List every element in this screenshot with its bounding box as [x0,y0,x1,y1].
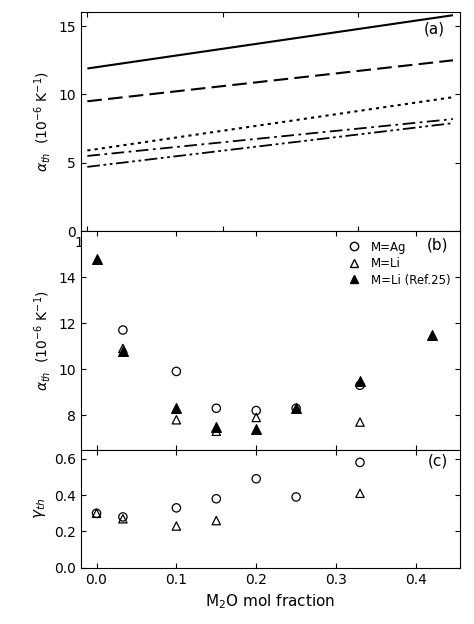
Point [173,521,180,531]
Point [212,494,220,504]
X-axis label: M$_2$O mol fraction: M$_2$O mol fraction [205,592,335,611]
Point [212,422,220,432]
Point [173,503,180,513]
Legend: M=Ag, M=Li, M=Li (Ref.25): M=Ag, M=Li, M=Li (Ref.25) [339,237,454,290]
Point [119,346,127,356]
Point [356,417,364,427]
Point [119,512,127,522]
Y-axis label: $\gamma_{th}$: $\gamma_{th}$ [32,498,48,519]
X-axis label: T (K): T (K) [252,260,288,275]
Text: (c): (c) [428,453,448,468]
Point [292,492,300,502]
Point [93,509,100,519]
Text: (a): (a) [423,21,445,36]
Y-axis label: $\alpha_{th}$  (10$^{-6}$ K$^{-1}$): $\alpha_{th}$ (10$^{-6}$ K$^{-1}$) [32,290,53,391]
Point [212,426,220,436]
Point [356,457,364,467]
Point [253,406,260,416]
Point [173,366,180,376]
Point [292,403,300,413]
Point [212,403,220,413]
Y-axis label: $\alpha_{th}$  (10$^{-6}$ K$^{-1}$): $\alpha_{th}$ (10$^{-6}$ K$^{-1}$) [32,71,53,172]
Point [119,325,127,335]
Point [428,329,436,339]
Point [292,403,300,413]
Text: (b): (b) [427,238,448,253]
Point [356,376,364,386]
Point [356,489,364,499]
Point [119,343,127,353]
Point [212,515,220,525]
Point [253,412,260,422]
Point [253,424,260,434]
Point [93,254,100,264]
Point [119,514,127,524]
Point [93,509,100,519]
Point [173,415,180,425]
Point [173,403,180,413]
Point [356,380,364,390]
Point [253,474,260,484]
